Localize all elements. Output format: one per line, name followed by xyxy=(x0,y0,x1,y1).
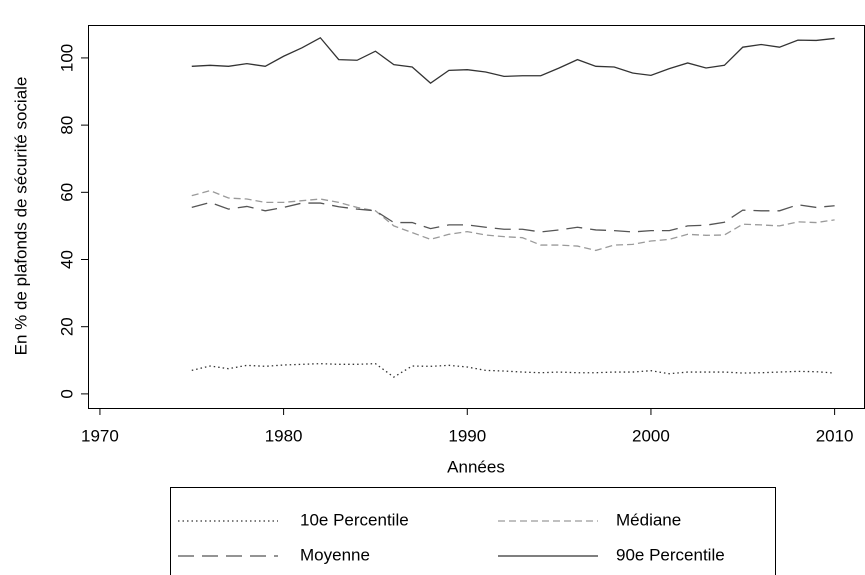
y-tick-label: 20 xyxy=(57,317,76,336)
y-tick-label: 100 xyxy=(57,44,76,72)
x-tick-label: 1970 xyxy=(81,426,119,445)
y-tick-label: 0 xyxy=(57,389,76,398)
legend-label: Moyenne xyxy=(300,545,370,564)
line-series xyxy=(191,362,835,378)
legend-label: 10e Percentile xyxy=(300,510,409,529)
y-tick-label: 40 xyxy=(57,250,76,269)
plot-box xyxy=(88,25,865,409)
line-series xyxy=(191,36,835,84)
x-tick-label: 2010 xyxy=(816,426,854,445)
legend-box xyxy=(170,487,776,575)
x-axis-title: Années xyxy=(447,457,505,476)
y-tick-label: 80 xyxy=(57,116,76,135)
x-tick-label: 1980 xyxy=(265,426,303,445)
x-tick-label: 2000 xyxy=(632,426,670,445)
line-series xyxy=(191,189,835,252)
legend-label: 90e Percentile xyxy=(616,545,725,564)
x-tick-label: 1990 xyxy=(448,426,486,445)
line-series xyxy=(191,201,835,233)
y-tick-label: 60 xyxy=(57,183,76,202)
legend-label: Médiane xyxy=(616,510,681,529)
y-axis-title: En % de plafonds de sécurité sociale xyxy=(11,77,30,356)
